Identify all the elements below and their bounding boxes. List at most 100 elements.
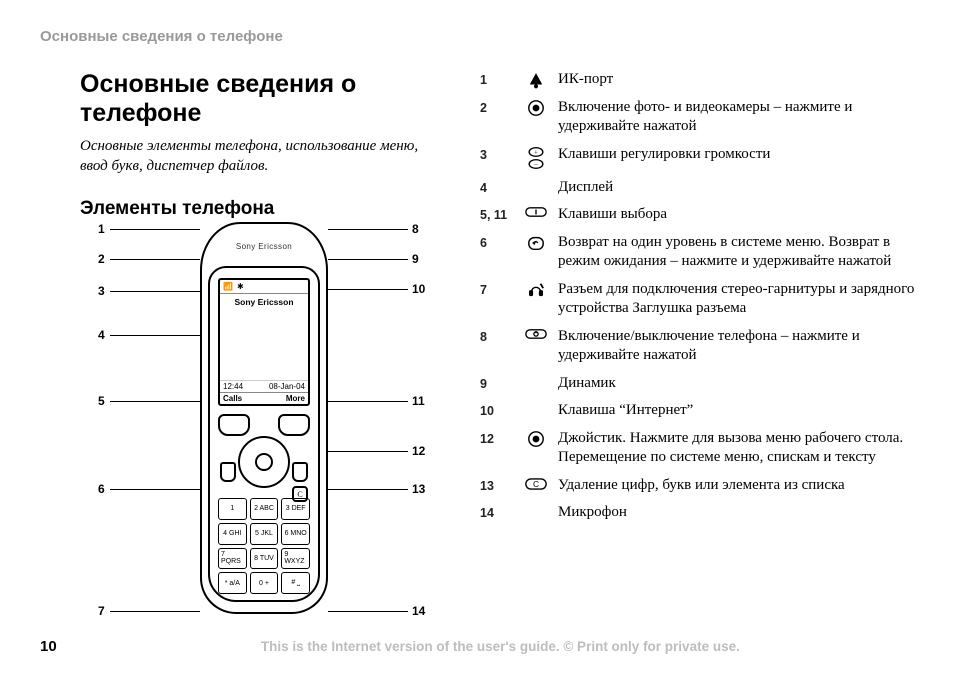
legend-row: 9Динамик <box>480 374 920 394</box>
keypad-key: 7 PQRS <box>218 548 247 570</box>
legend-text: Включение/выключение телефона – нажмите … <box>558 327 920 366</box>
phone-diagram: 1234567 891011121314 Sony Ericsson 📶✱ So… <box>80 222 440 622</box>
camera-icon <box>524 98 548 117</box>
legend-number: 12 <box>480 429 514 447</box>
callout-line <box>328 289 408 290</box>
phone-illustration: Sony Ericsson 📶✱ Sony Ericsson 12:44 08-… <box>200 222 328 614</box>
keypad-key: 0 + <box>250 572 279 594</box>
callout-line <box>110 611 200 612</box>
legend-number: 2 <box>480 98 514 116</box>
legend-row: 13 C Удаление цифр, букв или элемента из с… <box>480 476 920 496</box>
callout-number: 3 <box>98 284 105 298</box>
callout-line <box>328 489 408 490</box>
callout-number: 2 <box>98 252 105 266</box>
callout-number: 14 <box>412 604 425 618</box>
callout-line <box>328 401 408 402</box>
callout-line <box>110 401 200 402</box>
keypad-key: 1 <box>218 498 247 520</box>
left-column: Основные сведения о телефоне Основные эл… <box>80 70 440 622</box>
legend-icon-empty <box>524 401 548 402</box>
legend-icon-empty <box>524 374 548 375</box>
legend-number: 5, 11 <box>480 205 514 223</box>
phone-screen: 📶✱ Sony Ericsson 12:44 08-Jan-04 Calls M… <box>218 278 310 406</box>
legend-text: Динамик <box>558 374 920 394</box>
legend-number: 4 <box>480 178 514 196</box>
keypad-key: 4 GHI <box>218 523 247 545</box>
legend-row: 6Возврат на один уровень в системе меню.… <box>480 233 920 272</box>
legend-row: 8 Включение/выключение телефона – нажмите… <box>480 327 920 366</box>
callout-line <box>328 229 408 230</box>
keypad: 12 ABC3 DEF4 GHI5 JKL6 MNO7 PQRS8 TUV9 W… <box>218 498 310 594</box>
soft-left-label: Calls <box>223 394 242 403</box>
legend-row: 2 Включение фото- и видеокамеры – нажмите… <box>480 98 920 137</box>
softkey-left <box>218 414 250 436</box>
running-header: Основные сведения о телефоне <box>40 28 283 45</box>
legend-number: 13 <box>480 476 514 494</box>
page-footer: 10 This is the Internet version of the u… <box>40 638 914 655</box>
legend-number: 7 <box>480 280 514 298</box>
legend-text: ИК-порт <box>558 70 920 90</box>
legend-icon-empty <box>524 503 548 504</box>
callout-line <box>110 259 200 260</box>
legend-text: Дисплей <box>558 178 920 198</box>
legend-text: Клавиша “Интернет” <box>558 401 920 421</box>
page-number: 10 <box>40 638 57 655</box>
right-column: 1 ИК-порт 2 Включение фото- и видеокамеры –… <box>480 70 920 622</box>
soft-right-label: More <box>286 394 305 403</box>
callout-number: 7 <box>98 604 105 618</box>
pill-icon <box>524 205 548 218</box>
legend-number: 10 <box>480 401 514 419</box>
callout-number: 8 <box>412 222 419 236</box>
legend-row: 7Разъем для подключения стерео-гарнитуры… <box>480 280 920 319</box>
callout-number: 12 <box>412 444 425 458</box>
ckey-icon: C <box>524 476 548 491</box>
power-icon <box>524 327 548 340</box>
callout-line <box>328 259 408 260</box>
dpad <box>238 436 290 488</box>
callout-number: 5 <box>98 394 105 408</box>
intro-text: Основные элементы телефона, использовани… <box>80 136 440 177</box>
headset-icon <box>524 280 548 299</box>
footer-text: This is the Internet version of the user… <box>87 639 914 654</box>
legend-text: Микрофон <box>558 503 920 523</box>
callout-number: 1 <box>98 222 105 236</box>
legend-number: 1 <box>480 70 514 88</box>
legend-row: 14Микрофон <box>480 503 920 523</box>
legend-text: Клавиши регулировки громкости <box>558 145 920 165</box>
callout-line <box>328 611 408 612</box>
softkey-right <box>278 414 310 436</box>
legend-text: Джойстик. Нажмите для вызова меню рабоче… <box>558 429 920 468</box>
back-icon <box>524 233 548 252</box>
legend-row: 10 Клавиша “Интернет” <box>480 401 920 421</box>
joystick-icon <box>524 429 548 448</box>
keypad-key: # ⎵ <box>281 572 310 594</box>
legend-icon-empty <box>524 178 548 179</box>
callout-number: 6 <box>98 482 105 496</box>
callout-line <box>328 451 408 452</box>
ir-icon <box>524 70 548 89</box>
section-heading: Элементы телефона <box>80 198 440 220</box>
legend-text: Клавиши выбора <box>558 205 920 225</box>
phone-brand: Sony Ericsson <box>200 242 328 251</box>
volume-icon: +− <box>524 145 548 170</box>
legend-row: 5, 11 Клавиши выбора <box>480 205 920 225</box>
legend-number: 3 <box>480 145 514 163</box>
keypad-key: 9 WXYZ <box>281 548 310 570</box>
callout-line <box>110 229 200 230</box>
keypad-key: * a/A <box>218 572 247 594</box>
legend-text: Включение фото- и видеокамеры – нажмите … <box>558 98 920 137</box>
callout-number: 13 <box>412 482 425 496</box>
callout-number: 9 <box>412 252 419 266</box>
svg-text:−: − <box>534 161 538 168</box>
legend-row: 3+−Клавиши регулировки громкости <box>480 145 920 170</box>
page-title: Основные сведения о телефоне <box>80 70 440 128</box>
legend-row: 12 Джойстик. Нажмите для вызова меню рабо… <box>480 429 920 468</box>
keypad-key: 5 JKL <box>250 523 279 545</box>
svg-text:+: + <box>534 149 538 156</box>
screen-date: 08-Jan-04 <box>269 382 305 391</box>
legend-text: Возврат на один уровень в системе меню. … <box>558 233 920 272</box>
keypad-key: 3 DEF <box>281 498 310 520</box>
legend-text: Удаление цифр, букв или элемента из спис… <box>558 476 920 496</box>
legend-number: 8 <box>480 327 514 345</box>
callout-number: 4 <box>98 328 105 342</box>
